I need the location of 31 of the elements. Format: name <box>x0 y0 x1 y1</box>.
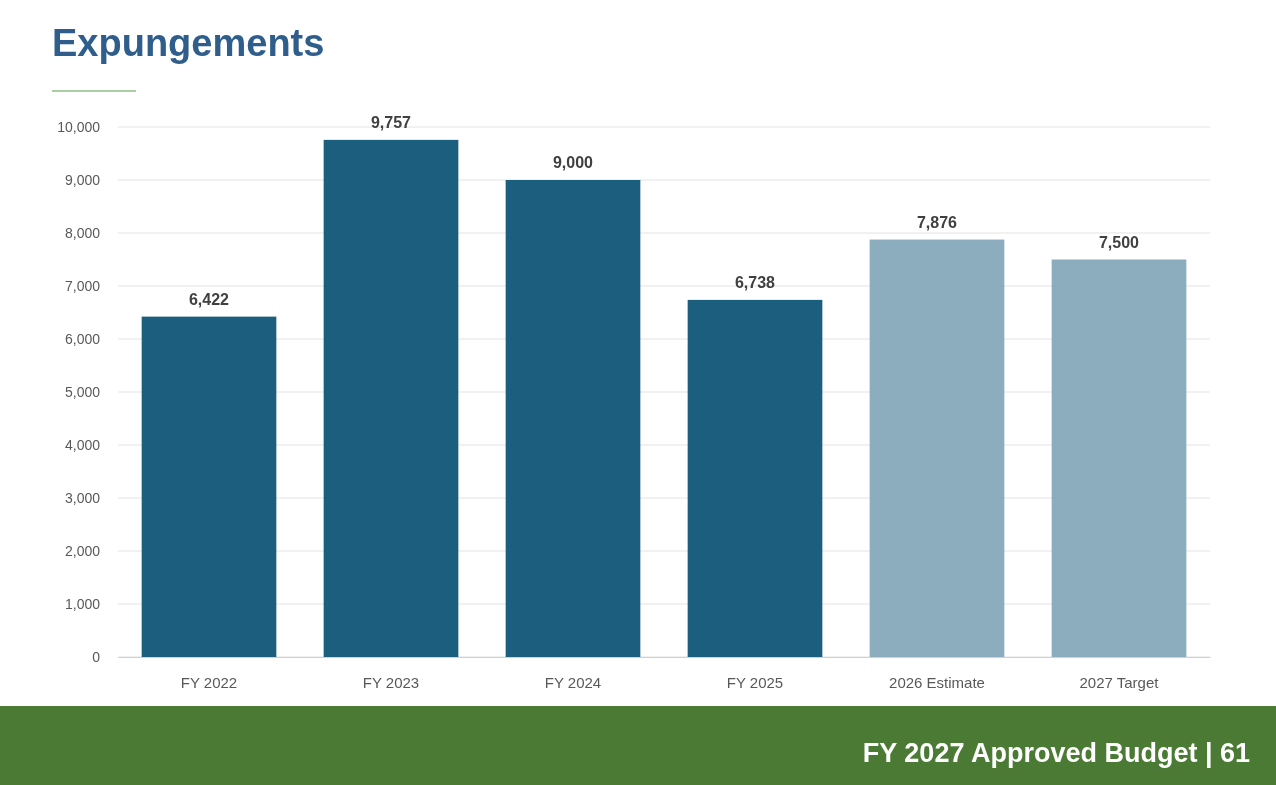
data-label: 6,738 <box>734 273 776 291</box>
y-tick-label: 1,000 <box>64 595 101 612</box>
data-label: 7,876 <box>916 213 958 231</box>
bar <box>505 180 641 657</box>
y-tick-label: 10,000 <box>57 118 101 135</box>
bar <box>141 316 277 657</box>
y-tick-label: 4,000 <box>64 436 101 453</box>
x-tick-label: FY 2023 <box>362 673 420 691</box>
bar <box>869 239 1005 657</box>
x-tick-label: FY 2025 <box>726 673 784 691</box>
x-tick-label: 2026 Estimate <box>889 673 985 691</box>
bar <box>323 139 459 657</box>
bar <box>687 299 823 657</box>
y-tick-label: 7,000 <box>64 277 101 294</box>
x-tick-label: 2027 Target <box>1079 673 1160 691</box>
x-tick-label: FY 2024 <box>544 673 602 691</box>
y-tick-label: 6,000 <box>64 330 101 347</box>
y-tick-label: 0 <box>92 648 101 665</box>
data-label: 9,000 <box>552 154 594 171</box>
chart-title: Expungements <box>52 22 325 64</box>
y-tick-label: 5,000 <box>64 383 101 400</box>
data-label: 7,500 <box>1098 233 1140 251</box>
bar <box>1051 259 1187 657</box>
x-tick-label: FY 2022 <box>180 673 238 691</box>
data-label: 9,757 <box>370 113 412 131</box>
data-label: 6,422 <box>188 290 230 308</box>
y-tick-label: 9,000 <box>64 171 101 188</box>
text: FY 2027 Approved Budget | 61 <box>862 738 1250 768</box>
y-tick-label: 3,000 <box>64 489 101 506</box>
y-tick-label: 2,000 <box>64 542 101 559</box>
y-tick-label: 8,000 <box>64 224 101 241</box>
